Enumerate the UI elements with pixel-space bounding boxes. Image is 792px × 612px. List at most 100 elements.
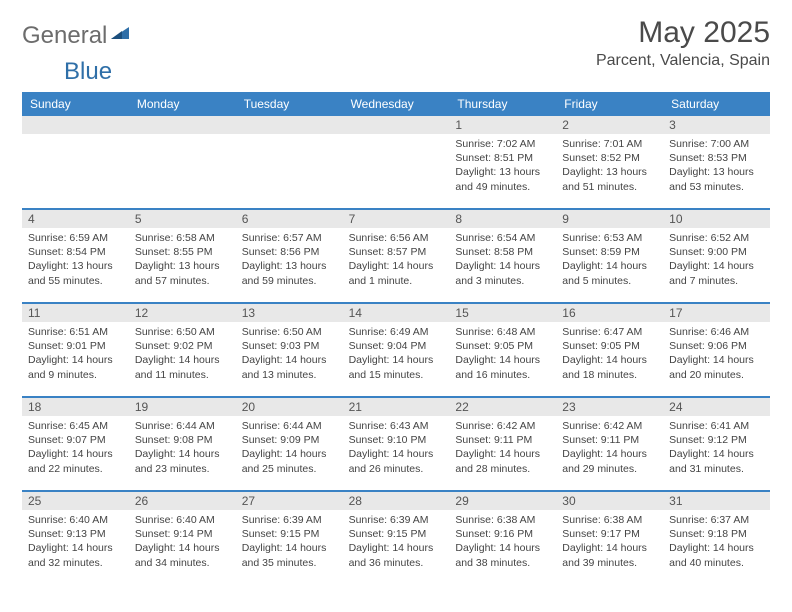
- day-details: Sunrise: 6:59 AMSunset: 8:54 PMDaylight:…: [22, 231, 129, 288]
- day-cell: [22, 116, 129, 208]
- day-details: Sunrise: 6:50 AMSunset: 9:03 PMDaylight:…: [236, 325, 343, 382]
- day-cell: 30 Sunrise: 6:38 AMSunset: 9:17 PMDayligh…: [556, 492, 663, 584]
- day-cell: 26 Sunrise: 6:40 AMSunset: 9:14 PMDayligh…: [129, 492, 236, 584]
- day-cell: 12Sunrise: 6:50 AMSunset: 9:02 PMDayligh…: [129, 304, 236, 396]
- calendar-week: 11 Sunrise: 6:51 AMSunset: 9:01 PMDayligh…: [22, 304, 770, 398]
- day-cell: 19Sunrise: 6:44 AMSunset: 9:08 PMDayligh…: [129, 398, 236, 490]
- day-number: 14: [343, 304, 450, 322]
- day-number: 21: [343, 398, 450, 416]
- day-details: Sunrise: 6:44 AMSunset: 9:08 PMDaylight:…: [129, 419, 236, 476]
- day-number: 30: [556, 492, 663, 510]
- day-cell: 1 Sunrise: 7:02 AMSunset: 8:51 PMDaylight…: [449, 116, 556, 208]
- day-details: Sunrise: 6:46 AMSunset: 9:06 PMDaylight:…: [663, 325, 770, 382]
- day-cell: 6 Sunrise: 6:57 AMSunset: 8:56 PMDaylight…: [236, 210, 343, 302]
- day-cell: 27Sunrise: 6:39 AMSunset: 9:15 PMDayligh…: [236, 492, 343, 584]
- day-cell: 9 Sunrise: 6:53 AMSunset: 8:59 PMDaylight…: [556, 210, 663, 302]
- brand-flag-icon: [111, 25, 133, 48]
- day-cell: 29 Sunrise: 6:38 AMSunset: 9:16 PMDayligh…: [449, 492, 556, 584]
- day-number: 16: [556, 304, 663, 322]
- day-number: 26: [129, 492, 236, 510]
- day-details: Sunrise: 6:51 AMSunset: 9:01 PMDaylight:…: [22, 325, 129, 382]
- day-cell: 23Sunrise: 6:42 AMSunset: 9:11 PMDayligh…: [556, 398, 663, 490]
- month-title: May 2025: [596, 16, 770, 50]
- day-details: Sunrise: 6:37 AMSunset: 9:18 PMDaylight:…: [663, 513, 770, 570]
- empty-day-header: [129, 116, 236, 134]
- day-details: Sunrise: 6:56 AMSunset: 8:57 PMDaylight:…: [343, 231, 450, 288]
- day-number: 22: [449, 398, 556, 416]
- day-cell: 31Sunrise: 6:37 AMSunset: 9:18 PMDayligh…: [663, 492, 770, 584]
- day-details: Sunrise: 6:53 AMSunset: 8:59 PMDaylight:…: [556, 231, 663, 288]
- day-details: Sunrise: 6:44 AMSunset: 9:09 PMDaylight:…: [236, 419, 343, 476]
- day-cell: 11 Sunrise: 6:51 AMSunset: 9:01 PMDayligh…: [22, 304, 129, 396]
- day-details: Sunrise: 6:52 AMSunset: 9:00 PMDaylight:…: [663, 231, 770, 288]
- brand-logo: General: [22, 16, 135, 50]
- day-cell: 5 Sunrise: 6:58 AMSunset: 8:55 PMDaylight…: [129, 210, 236, 302]
- day-cell: 17Sunrise: 6:46 AMSunset: 9:06 PMDayligh…: [663, 304, 770, 396]
- day-number: 11: [22, 304, 129, 322]
- day-details: Sunrise: 6:45 AMSunset: 9:07 PMDaylight:…: [22, 419, 129, 476]
- day-cell: 16 Sunrise: 6:47 AMSunset: 9:05 PMDayligh…: [556, 304, 663, 396]
- day-details: Sunrise: 6:38 AMSunset: 9:16 PMDaylight:…: [449, 513, 556, 570]
- day-number: 7: [343, 210, 450, 228]
- day-cell: [343, 116, 450, 208]
- day-cell: 18 Sunrise: 6:45 AMSunset: 9:07 PMDayligh…: [22, 398, 129, 490]
- day-cell: 20 Sunrise: 6:44 AMSunset: 9:09 PMDayligh…: [236, 398, 343, 490]
- day-cell: 7 Sunrise: 6:56 AMSunset: 8:57 PMDaylight…: [343, 210, 450, 302]
- day-details: Sunrise: 7:02 AMSunset: 8:51 PMDaylight:…: [449, 137, 556, 194]
- day-number: 8: [449, 210, 556, 228]
- day-details: Sunrise: 6:41 AMSunset: 9:12 PMDaylight:…: [663, 419, 770, 476]
- day-cell: 24 Sunrise: 6:41 AMSunset: 9:12 PMDayligh…: [663, 398, 770, 490]
- day-cell: 8Sunrise: 6:54 AMSunset: 8:58 PMDaylight…: [449, 210, 556, 302]
- day-cell: 21 Sunrise: 6:43 AMSunset: 9:10 PMDayligh…: [343, 398, 450, 490]
- day-details: Sunrise: 7:01 AMSunset: 8:52 PMDaylight:…: [556, 137, 663, 194]
- day-details: Sunrise: 6:39 AMSunset: 9:15 PMDaylight:…: [236, 513, 343, 570]
- day-cell: 4 Sunrise: 6:59 AMSunset: 8:54 PMDaylight…: [22, 210, 129, 302]
- weekday-header: Sunday: [22, 92, 129, 116]
- day-cell: 3 Sunrise: 7:00 AMSunset: 8:53 PMDaylight…: [663, 116, 770, 208]
- calendar-weeks: 1 Sunrise: 7:02 AMSunset: 8:51 PMDaylight…: [22, 116, 770, 584]
- day-number: 5: [129, 210, 236, 228]
- day-details: Sunrise: 6:47 AMSunset: 9:05 PMDaylight:…: [556, 325, 663, 382]
- brand-text-2: Blue: [64, 58, 792, 86]
- day-number: 3: [663, 116, 770, 134]
- day-details: Sunrise: 6:38 AMSunset: 9:17 PMDaylight:…: [556, 513, 663, 570]
- day-number: 4: [22, 210, 129, 228]
- day-details: Sunrise: 6:43 AMSunset: 9:10 PMDaylight:…: [343, 419, 450, 476]
- day-number: 6: [236, 210, 343, 228]
- day-details: Sunrise: 6:42 AMSunset: 9:11 PMDaylight:…: [449, 419, 556, 476]
- weekday-header: Wednesday: [343, 92, 450, 116]
- day-number: 28: [343, 492, 450, 510]
- day-details: Sunrise: 6:49 AMSunset: 9:04 PMDaylight:…: [343, 325, 450, 382]
- day-details: Sunrise: 6:58 AMSunset: 8:55 PMDaylight:…: [129, 231, 236, 288]
- day-details: Sunrise: 7:00 AMSunset: 8:53 PMDaylight:…: [663, 137, 770, 194]
- day-number: 20: [236, 398, 343, 416]
- day-number: 10: [663, 210, 770, 228]
- empty-day-header: [236, 116, 343, 134]
- day-number: 23: [556, 398, 663, 416]
- day-number: 18: [22, 398, 129, 416]
- day-details: Sunrise: 6:50 AMSunset: 9:02 PMDaylight:…: [129, 325, 236, 382]
- weekday-header: Tuesday: [236, 92, 343, 116]
- day-number: 1: [449, 116, 556, 134]
- day-cell: 15Sunrise: 6:48 AMSunset: 9:05 PMDayligh…: [449, 304, 556, 396]
- day-number: 25: [22, 492, 129, 510]
- day-details: Sunrise: 6:40 AMSunset: 9:13 PMDaylight:…: [22, 513, 129, 570]
- day-number: 29: [449, 492, 556, 510]
- day-cell: 10 Sunrise: 6:52 AMSunset: 9:00 PMDayligh…: [663, 210, 770, 302]
- day-number: 9: [556, 210, 663, 228]
- day-cell: 25 Sunrise: 6:40 AMSunset: 9:13 PMDayligh…: [22, 492, 129, 584]
- day-number: 13: [236, 304, 343, 322]
- empty-day-header: [22, 116, 129, 134]
- weekday-header: Thursday: [449, 92, 556, 116]
- brand-text-1: General: [22, 22, 107, 50]
- day-cell: 14 Sunrise: 6:49 AMSunset: 9:04 PMDayligh…: [343, 304, 450, 396]
- day-details: Sunrise: 6:48 AMSunset: 9:05 PMDaylight:…: [449, 325, 556, 382]
- day-cell: 13 Sunrise: 6:50 AMSunset: 9:03 PMDayligh…: [236, 304, 343, 396]
- weekday-header-row: SundayMondayTuesdayWednesdayThursdayFrid…: [22, 92, 770, 116]
- day-details: Sunrise: 6:40 AMSunset: 9:14 PMDaylight:…: [129, 513, 236, 570]
- day-details: Sunrise: 6:39 AMSunset: 9:15 PMDaylight:…: [343, 513, 450, 570]
- day-cell: 28 Sunrise: 6:39 AMSunset: 9:15 PMDayligh…: [343, 492, 450, 584]
- day-number: 24: [663, 398, 770, 416]
- day-details: Sunrise: 6:57 AMSunset: 8:56 PMDaylight:…: [236, 231, 343, 288]
- calendar-week: 4 Sunrise: 6:59 AMSunset: 8:54 PMDaylight…: [22, 210, 770, 304]
